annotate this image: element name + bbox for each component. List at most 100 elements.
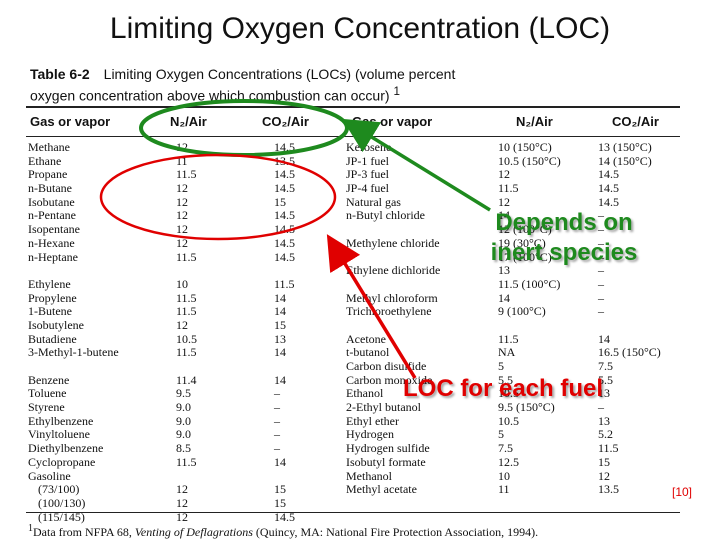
left-gas-cell: (73/100) [38, 482, 80, 497]
table-top-rule [26, 106, 680, 108]
left-n2-cell: 10.5 [176, 331, 197, 346]
left-n2-cell: 10 [176, 276, 188, 291]
right-n2-cell: 13 [498, 263, 510, 278]
left-co2-cell: – [274, 413, 280, 428]
right-co2-cell: 14 (150°C) [598, 153, 652, 168]
left-co2-cell: 14.5 [274, 181, 295, 196]
right-n2-cell: 7.5 [498, 441, 513, 456]
right-co2-cell: – [598, 290, 604, 305]
footnote-tail: (Quincy, MA: National Fire Protection As… [252, 525, 539, 539]
right-co2-cell: 16.5 (150°C) [598, 345, 661, 360]
left-co2-cell: 14 [274, 290, 286, 305]
right-gas-cell: Hydrogen [346, 427, 394, 442]
right-n2-column: 10 (150°C) 10.5 (150°C) 12 11.5 12 14 12 (100°… [498, 140, 561, 497]
right-n2-cell: 12 [498, 194, 510, 209]
table-caption: Table 6-2 Limiting Oxygen Concentrations … [30, 66, 690, 105]
left-gas-cell: Propylene [28, 290, 77, 305]
left-gas-cell: Isobutylene [28, 317, 84, 332]
right-co2-cell: – [598, 208, 604, 223]
right-n2-cell: 11.5 (100°C) [498, 276, 561, 291]
left-n2-cell: 11.5 [176, 290, 197, 305]
left-co2-cell: – [274, 441, 280, 456]
left-gas-cell: Methane [28, 140, 70, 154]
left-n2-cell: 11.5 [176, 454, 197, 469]
left-n2-cell: 12 [176, 208, 188, 223]
left-gas-cell: Styrene [28, 400, 65, 415]
left-gas-cell: Toluene [28, 386, 67, 401]
left-gas-cell: Cyclopropane [28, 454, 96, 469]
green-arrow [342, 118, 491, 212]
right-n2-cell: 5 [498, 359, 504, 373]
left-gas-cell: Propane [28, 167, 68, 182]
left-n2-cell: 9.0 [176, 413, 191, 428]
left-n2-cell: 11.4 [176, 372, 197, 387]
left-gas-cell: 3-Methyl-1-butene [28, 345, 119, 360]
right-co2-cell: 13 [598, 386, 610, 401]
left-co2-cell: 14 [274, 372, 286, 387]
left-co2-cell: 11.5 [274, 276, 295, 291]
right-gas-cell: JP-3 fuel [346, 167, 389, 182]
left-n2-cell: 9.0 [176, 400, 191, 415]
right-n2-cell: 10 (150°C) [498, 140, 552, 154]
left-n2-cell: 11 [176, 153, 188, 168]
right-gas-cell: Acetone [346, 331, 386, 346]
left-n2-cell: 12 [176, 482, 188, 497]
right-co2-cell: – [598, 249, 604, 264]
left-n2-cell: 11.5 [176, 304, 197, 319]
right-co2-cell: 14.5 [598, 181, 619, 196]
right-co2-cell: – [598, 276, 604, 291]
right-gas-cell: Ethyl ether [346, 413, 399, 428]
right-co2-cell: 12 [598, 468, 610, 483]
caption-footnote-mark: 1 [393, 85, 400, 98]
left-gas-cell: (100/130) [38, 495, 86, 510]
right-gas-cell: Ethylene dichloride [346, 263, 441, 278]
right-co2-cell: 13.5 [598, 482, 619, 497]
right-co2-cell: 13 (150°C) [598, 140, 652, 154]
left-gas-cell: (115/145) [38, 509, 85, 524]
red-arrow [326, 234, 417, 379]
right-gas-cell: Methyl acetate [346, 482, 417, 497]
left-gas-cell: Benzene [28, 372, 70, 387]
left-co2-cell: 13 [274, 331, 286, 346]
left-co2-cell: – [274, 400, 280, 415]
red-callout: LOC for each fuel [402, 375, 604, 402]
right-n2-cell: 19 (30°C) [498, 235, 546, 250]
right-co2-cell: 13 [598, 413, 610, 428]
right-n2-cell: 11 [498, 482, 510, 497]
caption-line-2: oxygen concentration above which combust… [30, 87, 390, 104]
left-n2-cell: 12 [176, 317, 188, 332]
right-gas-cell: JP-1 fuel [346, 153, 389, 168]
right-n2-cell: 10 [498, 468, 510, 483]
header-n2-left: N₂/Air [170, 114, 207, 129]
left-co2-cell: 15 [274, 495, 286, 510]
slide-title: Limiting Oxygen Concentration (LOC) [109, 12, 611, 45]
left-gas-cell: 1-Butene [28, 304, 72, 319]
header-co2-left: CO₂/Air [262, 114, 309, 129]
left-gas-cell: Gasoline [28, 468, 71, 483]
right-gas-cell: Methylene chloride [346, 235, 440, 250]
right-gas-cell: Trichloroethylene [346, 304, 432, 319]
red-values-ellipse [99, 153, 337, 241]
right-n2-cell: 10.5 [498, 413, 519, 428]
header-n2-right: N₂/Air [516, 114, 553, 129]
left-n2-cell: 11.5 [176, 249, 197, 264]
right-co2-cell: 11.5 [598, 441, 619, 456]
left-co2-cell: 14 [274, 454, 286, 469]
green-header-ellipse [139, 99, 349, 157]
left-gas-cell: n-Hexane [28, 235, 75, 250]
left-n2-cell: 12 [176, 194, 188, 209]
left-gas-cell: Butadiene [28, 331, 77, 346]
right-n2-cell: 5 [498, 427, 504, 442]
right-gas-cell: Natural gas [346, 194, 401, 209]
left-co2-cell: 14.5 [274, 235, 295, 250]
footnote-title: Venting of Deflagrations [134, 525, 253, 539]
green-callout-line-1: Depends on [495, 209, 633, 236]
green-callout-line-2: inert species [490, 239, 638, 266]
footnote-mark: 1 [28, 523, 33, 534]
left-gas-cell: Diethylbenzene [28, 441, 104, 456]
right-co2-cell: – [598, 235, 604, 250]
left-co2-column: 14.5 13.5 14.5 14.5 15 14.5 14.5 14.5 14.5 11.5 14… [274, 140, 295, 524]
left-gas-cell: Ethylene [28, 276, 71, 291]
left-n2-cell: 12 [176, 181, 188, 196]
